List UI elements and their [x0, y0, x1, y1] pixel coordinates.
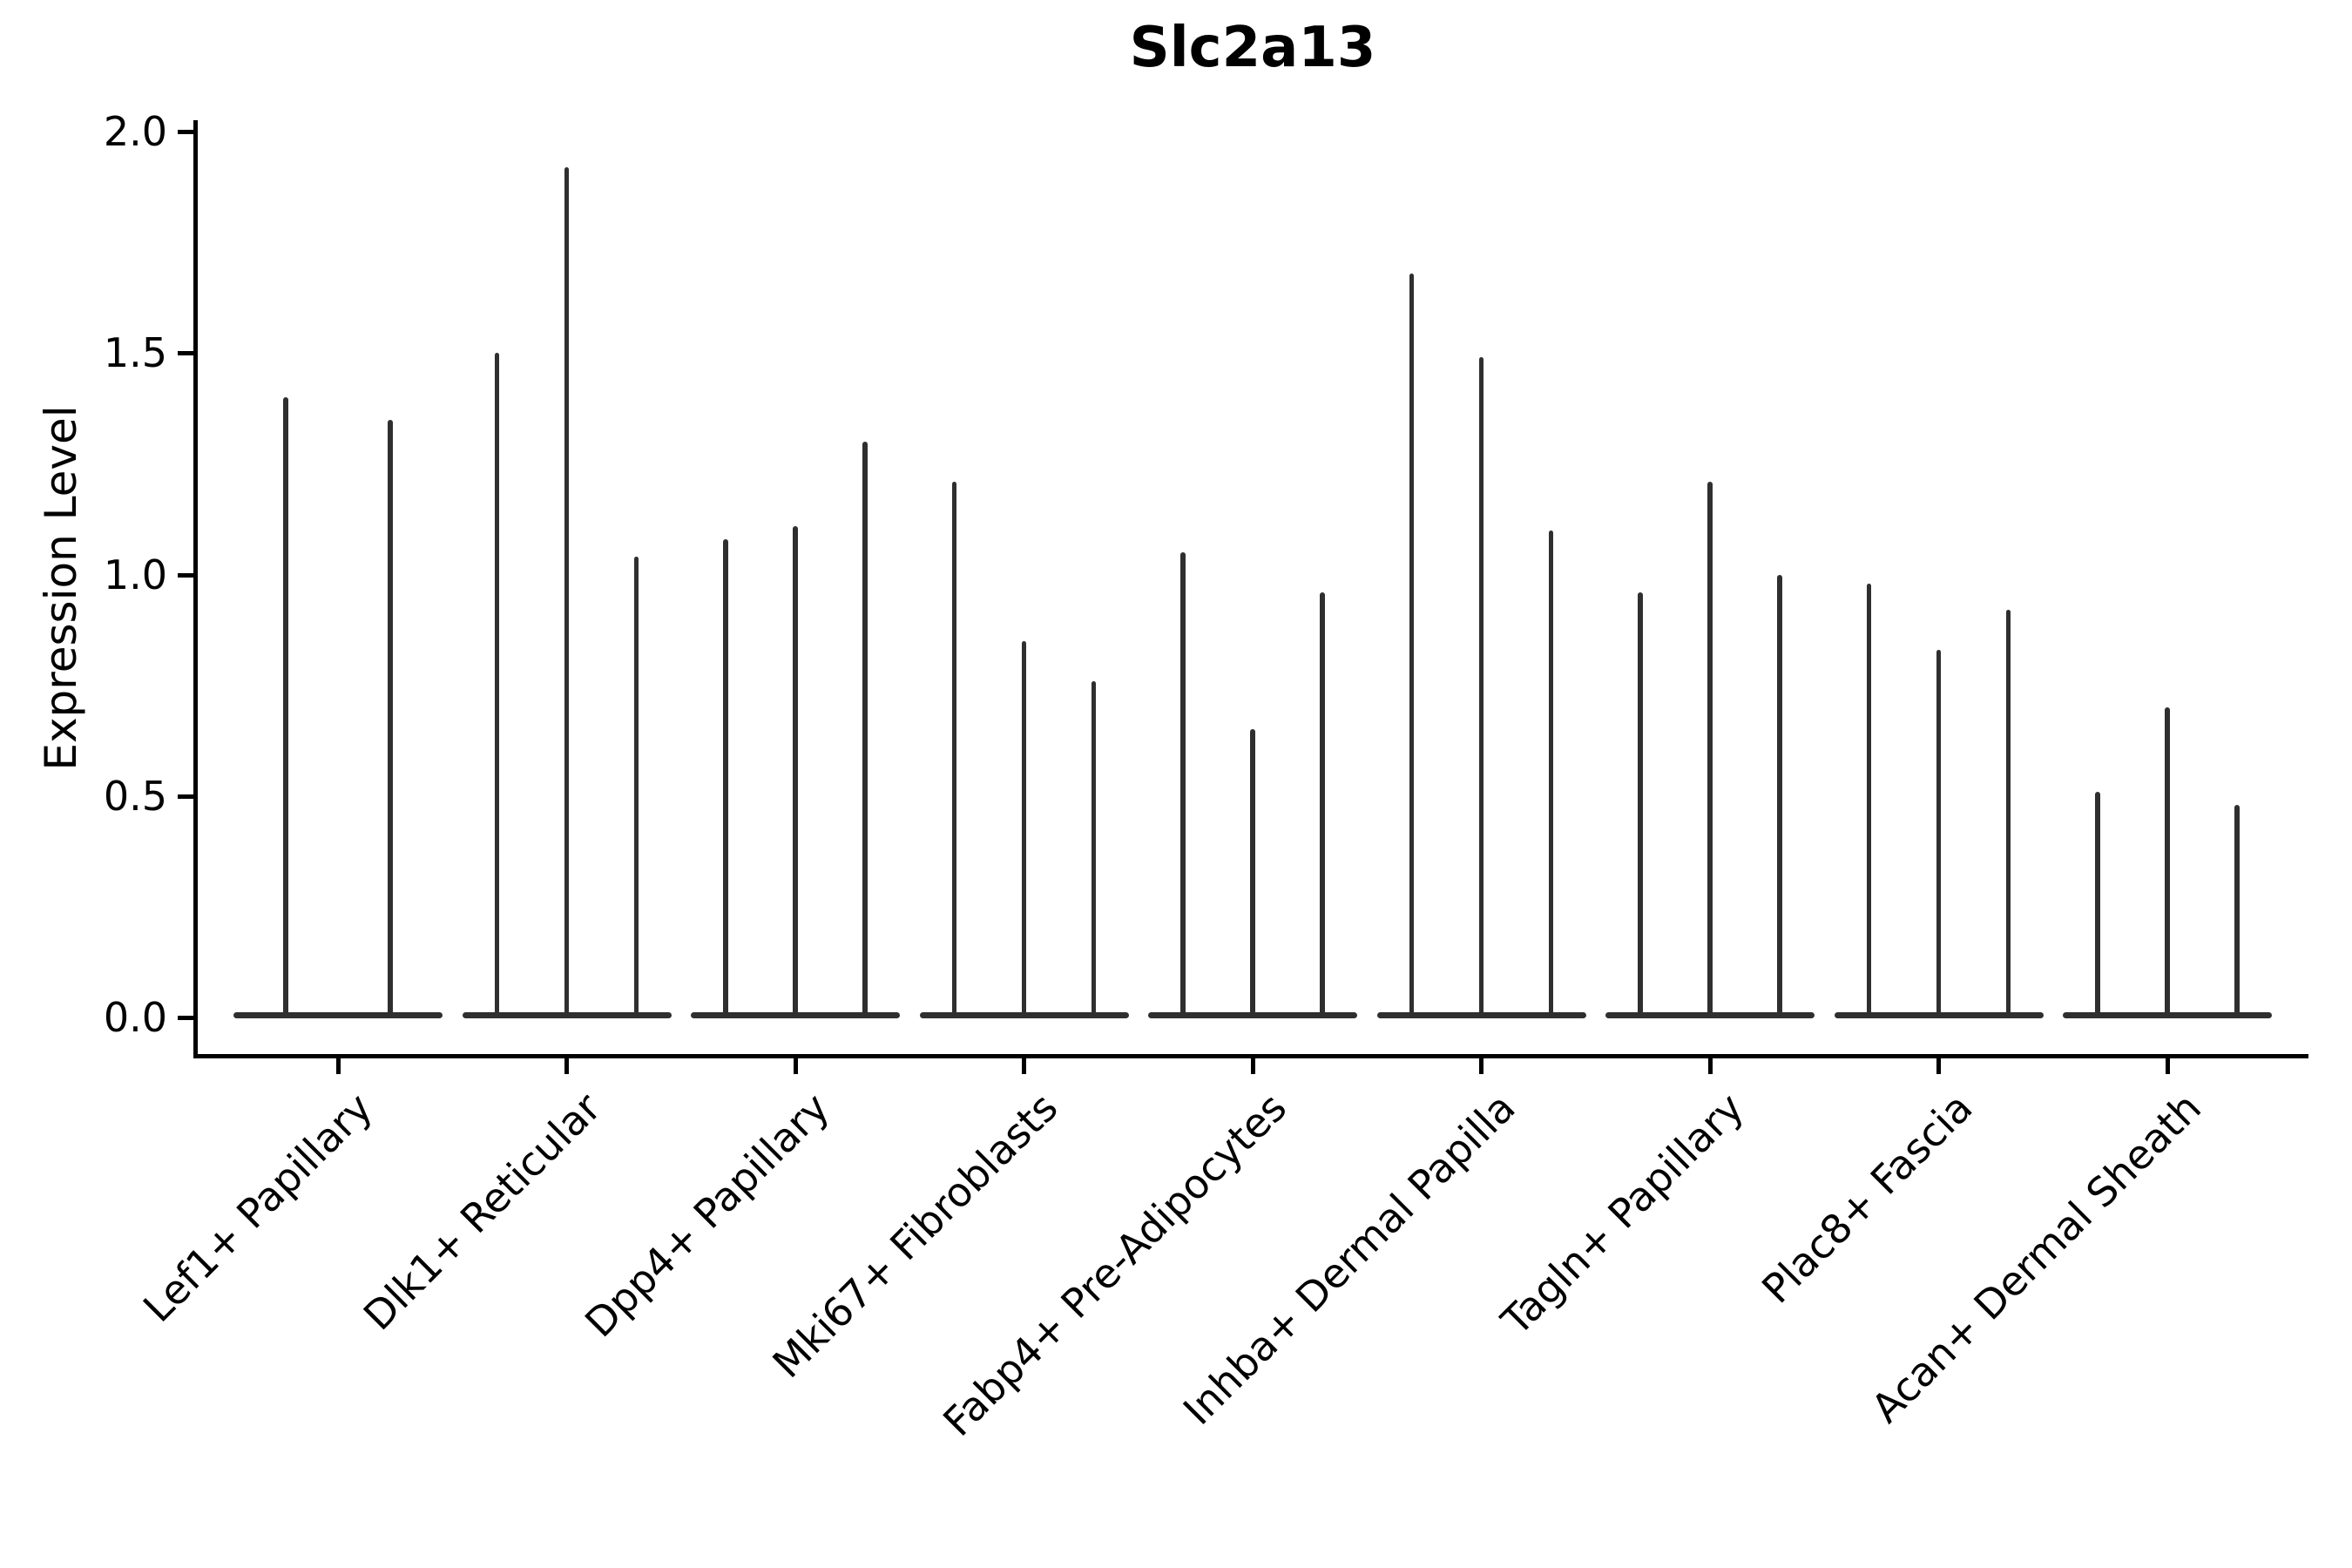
violin-spike [564, 166, 570, 1018]
y-axis-spine [193, 120, 198, 1058]
y-tick-mark [178, 572, 193, 578]
violin-spike [1638, 591, 1643, 1018]
x-tick-label: Lef1+ Papillary [133, 1084, 382, 1332]
x-tick-label: Tagln+ Papillary [1492, 1084, 1754, 1345]
x-tick-mark [1479, 1058, 1484, 1074]
chart-title: Slc2a13 [1129, 16, 1376, 80]
violin-spike [1707, 481, 1713, 1018]
x-tick-mark [1707, 1058, 1713, 1074]
violin-spike [1478, 357, 1484, 1018]
violin-spike [951, 481, 957, 1018]
violin-spike [1866, 583, 1872, 1018]
x-tick-mark [1250, 1058, 1255, 1074]
violin-spike [1250, 729, 1255, 1018]
x-axis-spine [193, 1054, 2308, 1058]
violin-spike [388, 419, 393, 1018]
violin-spike [1021, 640, 1027, 1018]
y-tick-mark [178, 794, 193, 799]
violin-spike [633, 557, 639, 1018]
violin-spike [1936, 649, 1942, 1018]
violin-spike [2165, 707, 2170, 1018]
y-tick-label: 1.5 [103, 329, 167, 377]
violin-spike [283, 397, 288, 1018]
x-tick-mark [1936, 1058, 1941, 1074]
violin-spike [494, 353, 500, 1018]
x-tick-label: Dlk1+ Reticular [354, 1084, 610, 1340]
violin-spike [1320, 591, 1325, 1018]
violin-spike [1548, 530, 1554, 1018]
y-tick-label: 2.0 [103, 108, 167, 155]
x-tick-label: Plac8+ Fascia [1753, 1084, 1982, 1313]
violin-spike [1777, 574, 1782, 1018]
violin-spike [2005, 610, 2011, 1018]
x-tick-mark [1022, 1058, 1026, 1074]
x-tick-mark [564, 1058, 569, 1074]
x-tick-mark [335, 1058, 341, 1074]
violin-spike [1091, 680, 1097, 1018]
x-tick-label: Dpp4+ Papillary [576, 1084, 839, 1347]
violin-spike [793, 525, 798, 1018]
x-tick-mark [793, 1058, 798, 1074]
x-tick-mark [2165, 1058, 2170, 1074]
violin-spike [1180, 552, 1186, 1018]
y-tick-mark [178, 130, 193, 134]
violin-spike [723, 538, 728, 1018]
violin-spike [1409, 273, 1415, 1018]
y-tick-label: 1.0 [103, 551, 167, 598]
y-tick-mark [178, 351, 193, 356]
y-tick-mark [178, 1016, 193, 1020]
y-tick-label: 0.5 [103, 772, 167, 820]
violin-spike [2095, 791, 2100, 1018]
violin-spike [2234, 804, 2240, 1018]
violin-baseline [233, 1012, 443, 1018]
y-tick-label: 0.0 [103, 994, 167, 1041]
violin-spike [862, 441, 868, 1018]
